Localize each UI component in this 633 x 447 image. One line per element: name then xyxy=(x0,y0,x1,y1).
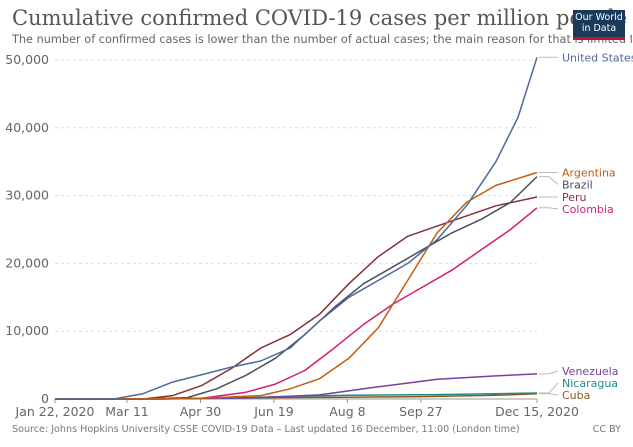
x-tick-label: Jan 22, 2020 xyxy=(15,404,95,419)
logo-line-1: Our World xyxy=(575,12,623,23)
chart-title: Cumulative confirmed COVID-19 cases per … xyxy=(12,6,628,30)
series-label-brazil: Brazil xyxy=(562,179,593,192)
series-line-colombia xyxy=(55,207,538,400)
series-label-nicaragua: Nicaragua xyxy=(562,377,618,390)
y-tick-label: 30,000 xyxy=(5,188,49,203)
series-line-brazil xyxy=(55,176,538,400)
series-label-argentina: Argentina xyxy=(562,167,616,180)
series-label-colombia: Colombia xyxy=(562,203,614,216)
leader-line-venezuela xyxy=(539,370,559,375)
y-tick-label: 0 xyxy=(41,391,49,406)
series-label-peru: Peru xyxy=(562,191,587,204)
footer-license[interactable]: CC BY xyxy=(592,424,621,435)
y-tick-label: 40,000 xyxy=(5,120,49,135)
y-tick-label: 50,000 xyxy=(5,52,49,67)
footer-source: Source: Johns Hopkins University CSSE CO… xyxy=(12,424,520,435)
series-label-united-states: United States xyxy=(562,51,633,64)
chart-subtitle: The number of confirmed cases is lower t… xyxy=(12,33,632,46)
x-tick-label: Mar 11 xyxy=(105,404,148,419)
x-tick-label: Aug 8 xyxy=(329,404,365,419)
owid-logo[interactable]: Our World in Data xyxy=(573,10,625,40)
leader-line-brazil xyxy=(539,176,559,185)
series-line-peru xyxy=(55,196,538,400)
y-tick-label: 10,000 xyxy=(5,323,49,338)
series-label-venezuela: Venezuela xyxy=(562,365,619,378)
x-tick-label: Dec 15, 2020 xyxy=(495,404,579,419)
series-line-united-states xyxy=(55,57,538,400)
x-tick-label: Sep 27 xyxy=(399,404,442,419)
logo-line-2: in Data xyxy=(581,22,617,34)
y-tick-label: 20,000 xyxy=(5,255,49,270)
series-label-cuba: Cuba xyxy=(562,389,590,402)
leader-line-colombia xyxy=(539,207,559,210)
leader-line-nicaragua xyxy=(539,382,559,394)
series-line-argentina xyxy=(55,171,538,400)
x-tick-label: Apr 30 xyxy=(180,404,222,419)
x-tick-label: Jun 19 xyxy=(253,404,293,419)
leader-line-cuba xyxy=(539,393,559,396)
